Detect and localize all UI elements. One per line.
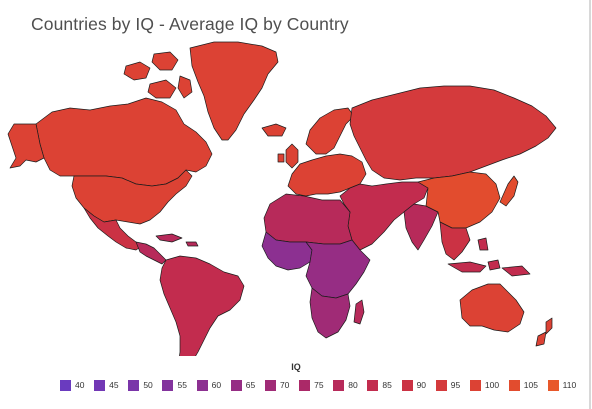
legend-swatch bbox=[508, 379, 520, 391]
region-japan[interactable] bbox=[499, 175, 519, 207]
region-north-africa[interactable] bbox=[263, 193, 353, 245]
legend-label: 110 bbox=[562, 380, 577, 390]
legend: 40 45 50 55 60 65 70 75 80 85 90 95 100 … bbox=[60, 379, 586, 391]
legend-item[interactable]: 75 bbox=[299, 379, 324, 391]
legend-item[interactable]: 110 bbox=[547, 379, 577, 391]
region-southeast-asia[interactable] bbox=[439, 221, 471, 261]
chart-title: Countries by IQ - Average IQ by Country bbox=[31, 14, 349, 34]
legend-item[interactable]: 105 bbox=[508, 379, 538, 391]
region-arctic-islands[interactable] bbox=[123, 51, 193, 99]
legend-swatch bbox=[94, 379, 106, 391]
world-map[interactable] bbox=[0, 36, 592, 356]
legend-label: 65 bbox=[245, 380, 256, 390]
region-south-america[interactable] bbox=[159, 255, 245, 356]
region-indonesia[interactable] bbox=[447, 237, 531, 277]
window-edge bbox=[589, 0, 591, 409]
legend-swatch bbox=[196, 379, 208, 391]
legend-label: 45 bbox=[109, 380, 119, 390]
legend-swatch bbox=[128, 379, 140, 391]
legend-item[interactable]: 70 bbox=[264, 379, 290, 391]
legend-swatch bbox=[547, 379, 559, 391]
legend-item[interactable]: 45 bbox=[94, 379, 119, 391]
legend-swatch bbox=[162, 379, 174, 391]
legend-label: 105 bbox=[523, 380, 538, 390]
region-southern-africa[interactable] bbox=[309, 287, 351, 339]
legend-item[interactable]: 95 bbox=[435, 379, 461, 391]
region-greenland[interactable] bbox=[189, 41, 279, 141]
legend-item[interactable]: 55 bbox=[162, 379, 187, 391]
region-australia[interactable] bbox=[459, 283, 525, 333]
region-central-america[interactable] bbox=[135, 241, 167, 265]
legend-label: 55 bbox=[177, 380, 187, 390]
region-uk[interactable] bbox=[277, 143, 299, 169]
legend-label: 100 bbox=[484, 380, 500, 390]
legend-item[interactable]: 65 bbox=[230, 379, 256, 391]
legend-title: IQ bbox=[291, 362, 301, 372]
legend-item[interactable]: 50 bbox=[128, 379, 153, 391]
region-china[interactable] bbox=[417, 171, 501, 229]
legend-label: 70 bbox=[279, 380, 290, 390]
region-india[interactable] bbox=[403, 203, 439, 251]
region-russia[interactable] bbox=[349, 85, 557, 181]
legend-label: 75 bbox=[314, 380, 324, 390]
region-canada[interactable] bbox=[35, 97, 213, 187]
legend-swatch bbox=[264, 379, 276, 391]
legend-swatch bbox=[435, 379, 447, 391]
legend-item[interactable]: 100 bbox=[469, 379, 500, 391]
legend-swatch bbox=[401, 379, 413, 391]
region-caribbean[interactable] bbox=[155, 233, 199, 247]
legend-label: 95 bbox=[450, 380, 461, 390]
legend-item[interactable]: 90 bbox=[401, 379, 427, 391]
region-alaska[interactable] bbox=[7, 123, 45, 169]
legend-label: 60 bbox=[211, 380, 222, 390]
legend-swatch bbox=[299, 379, 311, 391]
region-new-zealand[interactable] bbox=[535, 317, 553, 347]
legend-swatch bbox=[60, 379, 71, 391]
region-scandinavia[interactable] bbox=[305, 107, 355, 155]
legend-item[interactable]: 80 bbox=[333, 379, 358, 391]
region-central-africa[interactable] bbox=[305, 239, 371, 299]
legend-swatch bbox=[367, 379, 379, 391]
legend-item[interactable]: 40 bbox=[60, 379, 85, 391]
legend-item[interactable]: 85 bbox=[367, 379, 392, 391]
legend-swatch bbox=[230, 379, 242, 391]
legend-swatch bbox=[333, 379, 345, 391]
legend-label: 85 bbox=[382, 380, 392, 390]
legend-label: 40 bbox=[75, 380, 85, 390]
legend-swatch bbox=[469, 379, 481, 391]
legend-label: 90 bbox=[416, 380, 427, 390]
region-iceland[interactable] bbox=[261, 123, 287, 137]
legend-item[interactable]: 60 bbox=[196, 379, 222, 391]
legend-label: 80 bbox=[348, 380, 358, 390]
legend-label: 50 bbox=[143, 380, 153, 390]
region-west-africa[interactable] bbox=[261, 231, 313, 271]
region-madagascar[interactable] bbox=[353, 299, 365, 325]
